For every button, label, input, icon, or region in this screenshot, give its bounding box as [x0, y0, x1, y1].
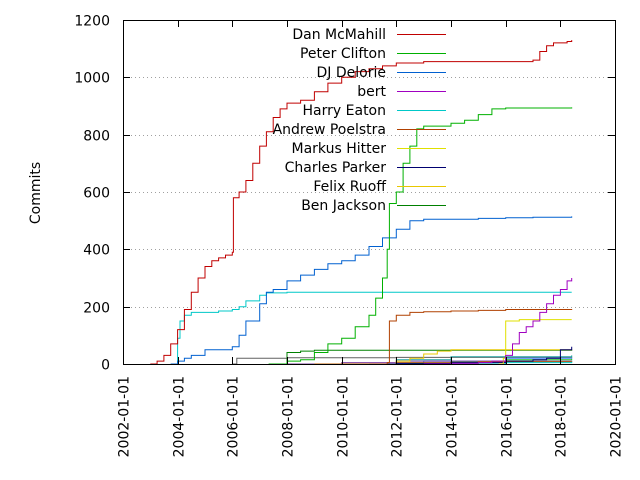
legend-label: bert — [357, 84, 386, 100]
x-tick-label: 2010-01-01 — [336, 376, 352, 457]
series-line — [150, 40, 573, 365]
y-tick-label: 1200 — [74, 14, 110, 30]
legend-label: Dan McMahill — [292, 27, 386, 43]
x-tick-label: 2004-01-01 — [172, 376, 188, 457]
y-tick-label: 1000 — [74, 71, 110, 87]
x-tick-label: 2012-01-01 — [390, 376, 406, 457]
x-tick-label: 2014-01-01 — [445, 376, 461, 457]
x-axis: 2002-01-01 2004-01-01 2006-01-01 2008-01-01… — [117, 20, 625, 457]
legend: Dan McMahill Peter Clifton DJ Delorie bert H… — [273, 27, 446, 214]
x-tick-label: 2006-01-01 — [226, 376, 242, 457]
series-line — [498, 319, 572, 365]
series-line — [268, 107, 573, 365]
x-tick-label: 2018-01-01 — [554, 376, 570, 457]
legend-label: Charles Parker — [285, 160, 387, 176]
series-line — [423, 278, 573, 365]
x-tick-label: 2016-01-01 — [500, 376, 516, 457]
y-tick-label: 600 — [83, 186, 110, 202]
x-tick-label: 2020-01-01 — [609, 376, 625, 457]
legend-label: Markus Hitter — [292, 141, 387, 157]
legend-label: DJ Delorie — [317, 65, 386, 81]
series-line — [170, 216, 573, 365]
y-tick-label: 800 — [83, 129, 110, 145]
series-line — [170, 291, 572, 365]
legend-label: Felix Ruoff — [313, 179, 386, 195]
y-axis: 0 200 400 600 800 1000 1200 — [74, 14, 615, 374]
series-line — [369, 309, 573, 365]
legend-label: Peter Clifton — [300, 46, 386, 62]
series-line — [382, 346, 573, 365]
legend-label: Ben Jackson — [301, 198, 386, 214]
y-tick-label: 400 — [83, 243, 110, 259]
legend-label: Harry Eaton — [303, 103, 386, 119]
y-axis-label: Commits — [28, 162, 44, 224]
x-tick-label: 2008-01-01 — [281, 376, 297, 457]
legend-label: Andrew Poelstra — [273, 122, 386, 138]
y-tick-label: 200 — [83, 301, 110, 317]
x-tick-label: 2002-01-01 — [117, 376, 133, 457]
y-tick-label: 0 — [101, 358, 110, 374]
